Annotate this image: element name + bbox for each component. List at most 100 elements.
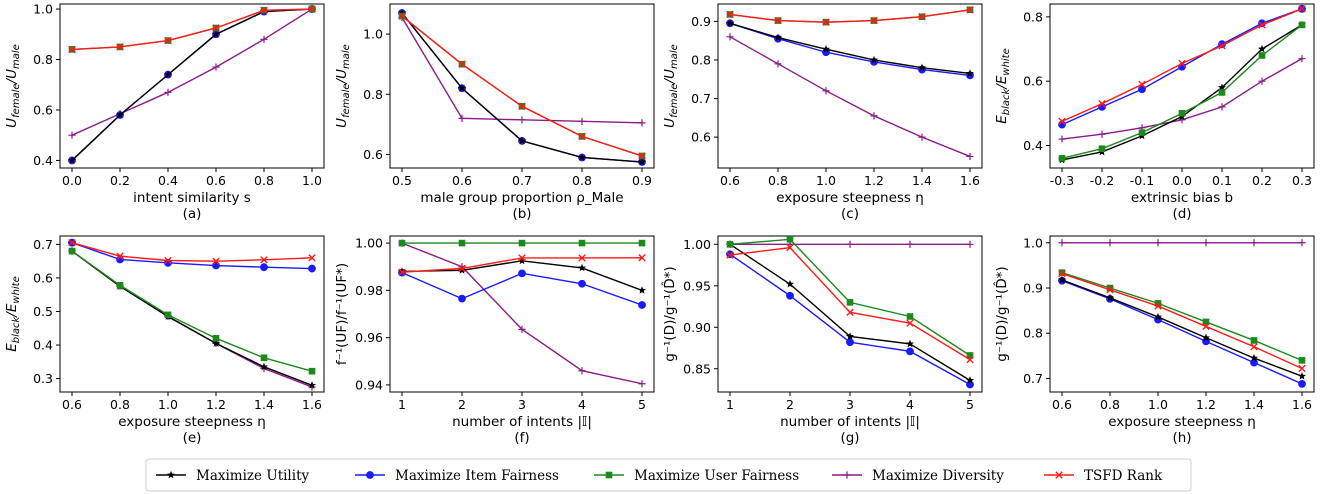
series-maximize-user-fairness [398,239,646,247]
data-point [1098,99,1106,108]
data-point [918,13,926,21]
data-point [308,381,316,389]
y-tick-label: 0.8 [363,87,383,102]
plot-frame [59,3,325,169]
chart-panel-d: -0.3 -0.2 -0.1 0.0 0.1 0.2 0.3 0.4 0.6 0.8 extrins… [994,3,1315,222]
x-tick-label: 0.8 [1100,397,1120,412]
data-point [1106,239,1114,247]
data-point [1058,269,1066,278]
data-point [846,299,854,306]
series-tsfd-rank [1058,269,1306,373]
panel-caption: (a) [183,206,202,222]
data-point [578,279,586,288]
x-tick-label: 1 [726,397,734,412]
series-line [401,242,643,385]
data-point [846,308,854,317]
data-point [1138,80,1146,89]
data-point [458,84,466,92]
y-tick-label: 0.8 [33,52,53,67]
x-tick-label: 1.0 [1148,397,1168,412]
data-point [518,254,526,262]
data-point [578,132,586,141]
x-tick-label: 0.0 [62,173,82,188]
series-line [729,9,971,23]
x-tick-label: 0.6 [1052,397,1072,412]
data-point [774,33,782,41]
data-point [1258,44,1266,53]
series-maximize-utility [1058,275,1306,380]
data-point [1258,21,1266,29]
data-point [1178,110,1186,117]
data-point [846,338,854,347]
series-maximize-user-fairness [68,5,316,53]
data-point [638,254,646,262]
data-point [1058,275,1066,284]
y-tick-label: 1.00 [355,236,383,251]
data-point [822,87,830,95]
series-maximize-utility [398,256,646,294]
data-point [870,55,878,64]
data-point [906,339,914,348]
x-tick-label: 0.8 [572,173,592,188]
x-tick-label: 0.8 [110,397,130,412]
legend-label: Maximize Utility [196,468,309,484]
data-point [1178,59,1186,68]
data-point [1298,357,1306,364]
y-axis-label: f⁻¹(UF)/f⁻¹(UF*) [334,263,350,365]
legend-item-maximize-user-fairness: Maximize User Fairness [594,468,799,484]
y-axis-label: Eblack/Ewhite [4,276,22,352]
data-point [164,70,172,79]
legend-item-maximize-utility: Maximize Utility [156,468,309,484]
series-maximize-diversity [1058,55,1306,143]
data-point [966,240,974,248]
data-point [518,102,526,111]
x-tick-label: 1.6 [302,397,322,412]
data-point [906,313,914,320]
data-point [212,63,220,71]
data-point [578,239,586,247]
series-maximize-user-fairness [1058,21,1306,162]
data-point [260,6,268,15]
data-point [398,268,406,276]
series-maximize-item-fairness [726,250,974,389]
x-tick-label: 0.2 [110,173,130,188]
data-point [1098,130,1106,138]
x-axis-label: number of intents |𝕀| [780,414,920,430]
data-point [212,335,220,342]
y-tick-label: 1.0 [1023,235,1043,250]
legend-label: Maximize User Fairness [634,468,799,484]
legend-item-maximize-diversity: Maximize Diversity [832,468,1004,484]
data-point [1298,21,1306,29]
data-point [308,254,316,262]
x-tick-label: 3 [518,397,526,412]
series-tsfd-rank [398,12,646,160]
series-line [729,9,971,23]
legend-marker [1055,471,1063,479]
data-point [1098,145,1106,153]
x-tick-label: 4 [906,397,914,412]
data-point [1298,55,1306,63]
x-tick-label: 1.6 [960,173,980,188]
data-point [1218,42,1226,50]
x-tick-label: 1.0 [302,173,322,188]
y-tick-label: 0.3 [33,371,53,386]
series-tsfd-rank [726,6,974,26]
series-line [1061,280,1303,385]
y-axis-label: g⁻¹(D)/g⁻¹(D̂*) [994,266,1010,361]
series-tsfd-rank [1058,5,1306,126]
series-tsfd-rank [398,254,646,276]
chart-panel-g: 1 2 3 4 5 0.85 0.90 0.95 1.00 number of intents |… [662,235,983,446]
data-point [164,311,172,319]
x-tick-label: 2 [458,397,466,412]
data-point [212,30,220,38]
y-axis-label: g⁻¹(D)/g⁻¹(D̂*) [662,266,678,361]
data-point [212,339,220,347]
series-line [71,250,313,386]
data-point [1106,293,1114,302]
data-point [458,60,466,68]
data-point [68,131,76,139]
y-tick-label: 0.90 [683,320,711,335]
x-tick-label: 1.6 [1292,397,1312,412]
data-point [1154,312,1162,321]
chart-panel-h: 0.6 0.8 1.0 1.2 1.4 1.6 0.7 0.8 0.9 1.0 exposure s… [994,235,1315,446]
